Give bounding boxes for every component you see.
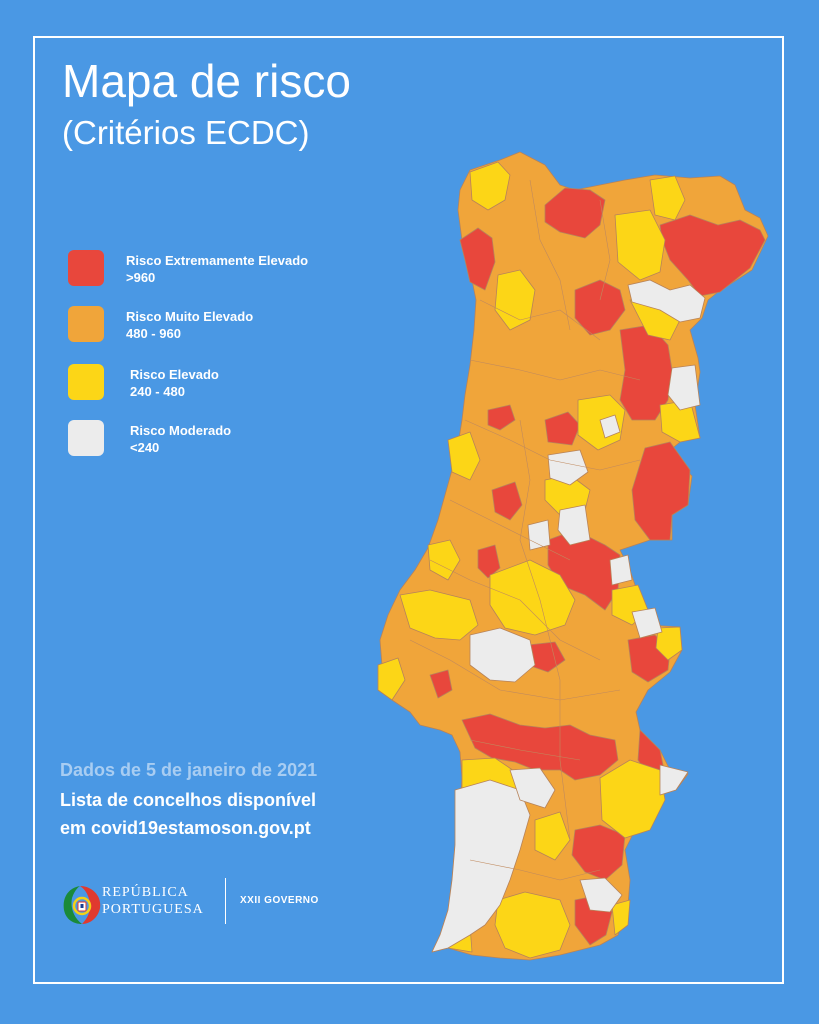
area-white-alentejo-1 — [509, 767, 556, 809]
legend-item-moderate: Risco Moderado <240 — [68, 420, 368, 460]
area-white-guadiana — [659, 764, 689, 796]
page-subtitle: (Critérios ECDC) — [62, 114, 310, 151]
area-yellow-centre-2 — [489, 559, 576, 636]
area-yellow-coast-2 — [447, 431, 481, 481]
legend-item-high: Risco Elevado 240 - 480 — [68, 364, 368, 404]
legend-label-very-high: Risco Muito Elevado — [126, 309, 254, 324]
extreme-risk-areas — [429, 187, 766, 946]
area-white-interior-1 — [599, 414, 621, 439]
municipal-boundaries — [409, 179, 641, 881]
area-red-north-2 — [459, 227, 496, 291]
area-white-east-3 — [631, 607, 663, 639]
area-yellow-coast-3 — [427, 539, 461, 581]
area-yellow-west — [399, 589, 479, 641]
footer-divider — [225, 878, 226, 924]
legend-item-extreme: Risco Extremamente Elevado >960 — [68, 250, 368, 290]
area-yellow-algarve-2 — [611, 899, 631, 936]
footer-portuguesa: PORTUGUESA — [102, 902, 204, 917]
legend-swatch-extreme — [68, 250, 104, 286]
moderate-risk-areas — [431, 279, 706, 953]
legend-label-extreme: Risco Extremamente Elevado — [126, 253, 309, 268]
area-yellow-coast-4 — [377, 657, 406, 701]
area-yellow-east-3 — [655, 626, 683, 661]
data-date-note: Dados de 5 de janeiro de 2021 — [60, 760, 318, 780]
area-red-north-1 — [544, 187, 606, 239]
area-white-centre-3 — [527, 519, 551, 551]
area-yellow-north-1 — [649, 175, 686, 221]
area-yellow-alentejo-2 — [599, 759, 666, 839]
url-note: em covid19estamoson.gov.pt — [60, 818, 311, 838]
legend-range-extreme: >960 — [126, 270, 156, 285]
legend-swatch-moderate — [68, 420, 104, 456]
area-white-northeast — [627, 279, 706, 323]
area-yellow-north-2 — [614, 209, 666, 281]
legend-swatch-high — [68, 364, 104, 400]
area-red-centre-1 — [544, 411, 581, 446]
page-title: Mapa de risco — [62, 55, 351, 107]
area-yellow-minho — [469, 161, 511, 211]
area-white-algarve — [579, 877, 623, 913]
area-white-centre-2 — [557, 504, 591, 546]
area-yellow-algarve-1 — [494, 891, 571, 959]
portugal-flag-logo — [63, 886, 101, 924]
footer-republica: REPÚBLICA — [102, 885, 189, 900]
area-yellow-alentejo-3 — [534, 811, 571, 861]
area-white-east-2 — [609, 554, 633, 586]
area-yellow-coast-1 — [494, 269, 536, 331]
portugal-risk-map — [377, 151, 769, 961]
area-red-centre-3 — [477, 544, 501, 579]
area-red-lisbon — [429, 669, 453, 699]
area-red-centre-2 — [491, 481, 523, 521]
footer-governo: XXII GOVERNO — [240, 895, 319, 906]
legend-range-moderate: <240 — [130, 440, 160, 455]
area-white-east-1 — [667, 364, 701, 411]
legend-range-very-high: 480 - 960 — [126, 326, 181, 341]
area-red-interior-1 — [574, 279, 626, 336]
page-frame — [33, 36, 784, 984]
area-red-east — [631, 441, 691, 541]
area-red-northeast — [659, 214, 766, 297]
area-red-setubal — [461, 713, 619, 781]
legend-item-very-high: Risco Muito Elevado 480 - 960 — [68, 306, 368, 346]
legend-range-high: 240 - 480 — [130, 384, 185, 399]
area-white-centre-1 — [547, 449, 589, 486]
area-red-coast-north — [487, 404, 516, 431]
area-white-alentejo-coast — [431, 779, 531, 953]
area-red-south-1 — [571, 824, 626, 881]
legend-label-moderate: Risco Moderado — [130, 423, 232, 438]
area-white-ribatejo — [469, 627, 536, 683]
list-note: Lista de concelhos disponível — [60, 790, 317, 810]
legend-swatch-very-high — [68, 306, 104, 342]
legend-label-high: Risco Elevado — [130, 367, 219, 382]
